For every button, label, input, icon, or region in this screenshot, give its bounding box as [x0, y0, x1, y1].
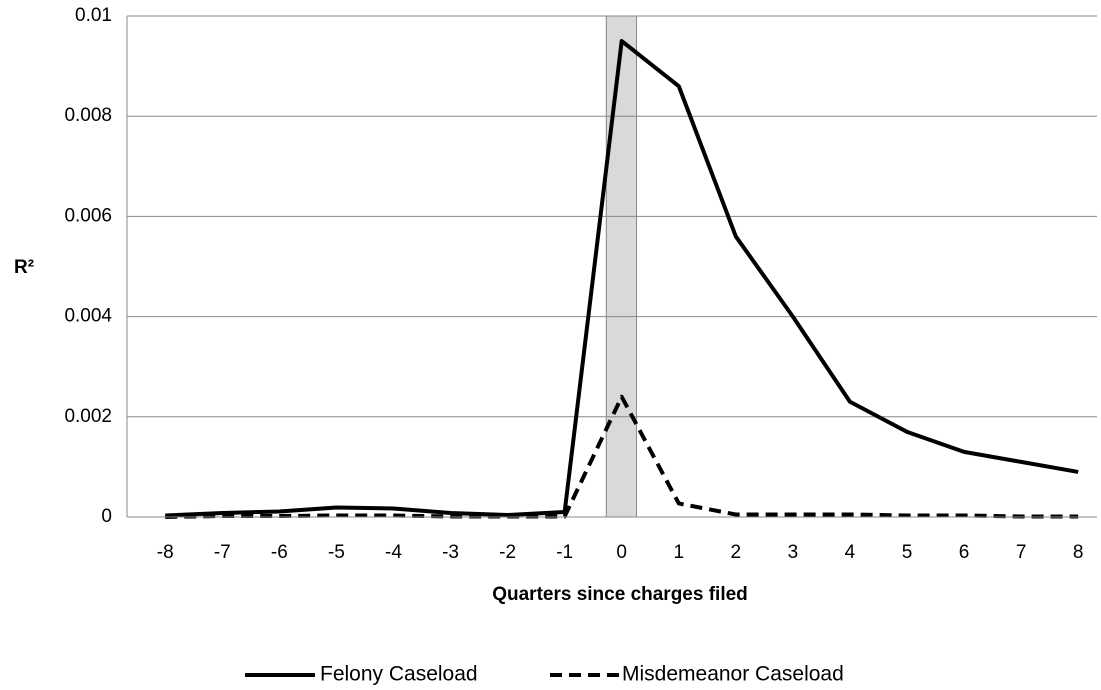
x-tick-label: -4: [385, 542, 402, 563]
x-tick-label: 8: [1073, 542, 1084, 563]
x-axis-label: Quarters since charges filed: [492, 584, 748, 605]
x-tick-label: 2: [731, 542, 742, 563]
x-tick-label: 3: [788, 542, 799, 563]
shaded-region: [605, 15, 638, 518]
x-tick-label: 6: [959, 542, 970, 563]
x-tick-label: -2: [499, 542, 516, 563]
series-line: [165, 394, 1079, 519]
y-tick-label: 0.008: [64, 105, 112, 126]
x-tick-label: -6: [271, 542, 288, 563]
y-tick-label: 0.004: [64, 306, 112, 327]
x-tick-label: 1: [673, 542, 684, 563]
x-tick-label: 7: [1016, 542, 1027, 563]
y-tick-label: 0.01: [75, 5, 112, 26]
x-tick-label: -1: [556, 542, 573, 563]
x-tick-label: -7: [214, 542, 231, 563]
legend-label: Misdemeanor Caseload: [622, 663, 844, 686]
y-tick-label: 0.002: [64, 406, 112, 427]
x-tick-label: -3: [442, 542, 459, 563]
series-line: [165, 39, 1079, 518]
x-tick-label: 0: [616, 542, 627, 563]
x-tick-label: 5: [902, 542, 913, 563]
x-tick-label: 4: [845, 542, 856, 563]
legend-label: Felony Caseload: [320, 663, 478, 686]
y-tick-label: 0: [101, 506, 112, 527]
y-tick-label: 0.006: [64, 205, 112, 226]
y-axis-label: R²: [14, 257, 34, 278]
x-tick-label: -5: [328, 542, 345, 563]
x-tick-label: -8: [157, 542, 174, 563]
